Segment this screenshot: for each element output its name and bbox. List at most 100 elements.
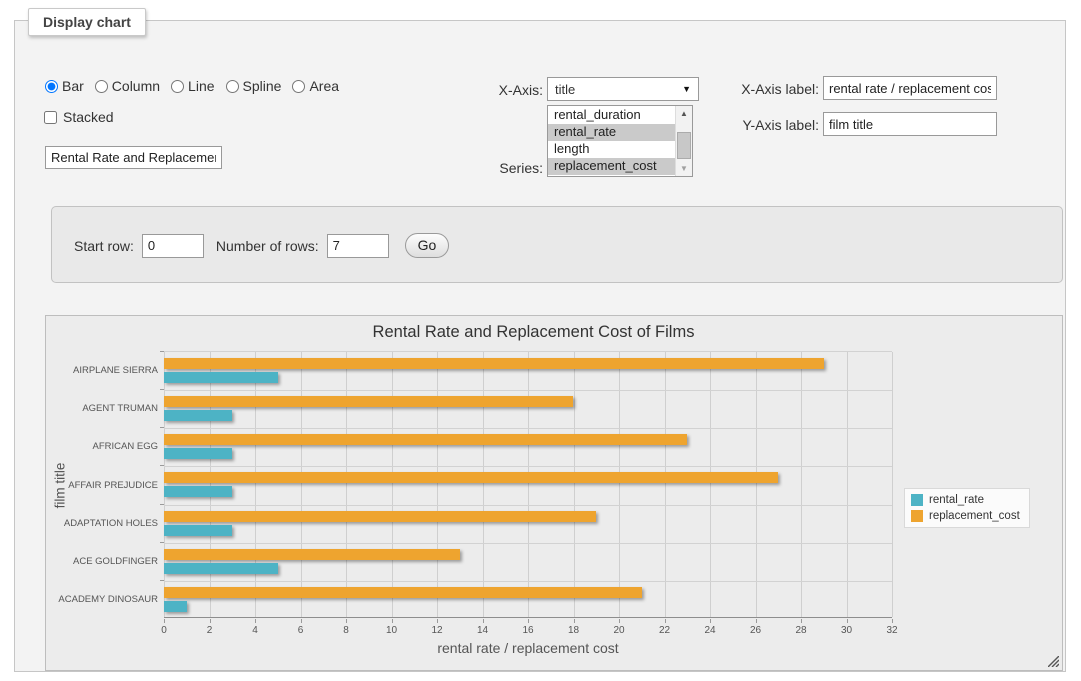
y-tick <box>160 427 164 429</box>
chart-type-option-area[interactable]: Area <box>292 78 339 94</box>
chart-type-radio[interactable] <box>45 79 58 93</box>
gridline <box>801 352 802 617</box>
bar-rental_rate <box>164 486 233 498</box>
stacked-option[interactable]: Stacked <box>44 109 114 125</box>
chart-type-option-spline[interactable]: Spline <box>225 78 281 94</box>
scroll-up-icon[interactable]: ▲ <box>680 109 688 118</box>
legend-label: rental_rate <box>929 494 984 506</box>
y-tick <box>160 465 164 467</box>
chart-type-option-column[interactable]: Column <box>94 78 161 94</box>
x-tick <box>664 619 666 623</box>
gridline <box>209 352 211 617</box>
x-tick-label: 12 <box>431 625 443 636</box>
category-label: ACADEMY DINOSAUR <box>58 593 158 605</box>
gridline <box>710 352 711 617</box>
panel-title: Display chart <box>28 8 146 36</box>
chart-title-input[interactable] <box>45 146 222 169</box>
gridline <box>755 352 757 617</box>
x-tick-label: 4 <box>252 625 258 636</box>
chart-type-radio[interactable] <box>171 79 185 93</box>
chart-type-radio[interactable] <box>94 79 108 93</box>
x-tick-label: 0 <box>161 625 167 636</box>
x-axis-select[interactable]: title ▼ <box>547 77 699 101</box>
x-tick <box>755 619 757 623</box>
x-tick <box>391 619 393 623</box>
x-axis-select-label: X-Axis: <box>498 82 543 98</box>
start-row-input[interactable] <box>141 233 204 258</box>
series-select-label: Series: <box>499 160 543 176</box>
series-listbox[interactable]: rental_duration rental_rate length replacem… <box>547 105 693 177</box>
x-tick <box>801 619 802 623</box>
chart-legend: rental_rate replacement_cost <box>904 488 1030 528</box>
gridline <box>164 390 892 392</box>
x-tick-label: 8 <box>343 625 349 636</box>
x-tick-label: 18 <box>567 625 580 636</box>
chart-type-radio[interactable] <box>225 79 239 93</box>
bar-rental_rate <box>164 410 233 422</box>
x-tick <box>619 619 620 623</box>
gridline <box>346 352 347 617</box>
x-tick <box>437 619 438 623</box>
x-axis-selected-value: title <box>555 81 576 97</box>
gridline <box>255 352 256 617</box>
plot-area <box>164 351 893 618</box>
x-tick-label: 2 <box>206 625 213 636</box>
gridline <box>573 352 575 617</box>
legend-label: replacement_cost <box>929 510 1020 522</box>
x-tick-label: 16 <box>522 625 534 636</box>
legend-item[interactable]: rental_rate <box>911 494 1020 506</box>
x-tick-label: 28 <box>795 625 807 636</box>
bar-rental_rate <box>164 600 187 612</box>
y-tick <box>160 389 164 391</box>
x-tick <box>209 619 211 623</box>
gridline <box>164 580 892 582</box>
chart-type-label: Area <box>309 78 340 94</box>
scroll-down-icon[interactable]: ▼ <box>680 164 688 173</box>
y-axis-label-input[interactable] <box>823 112 997 136</box>
x-tick <box>482 619 484 623</box>
x-axis-label-caption: X-Axis label: <box>741 81 819 97</box>
x-tick <box>300 619 302 623</box>
series-option[interactable]: rental_rate <box>548 124 675 141</box>
category-label: ADAPTATION HOLES <box>63 517 158 529</box>
chart-type-option-line[interactable]: Line <box>171 78 215 94</box>
gridline <box>164 542 892 544</box>
x-tick-label: 6 <box>297 625 304 636</box>
chart-type-label: Column <box>111 78 161 94</box>
gridline <box>164 428 892 430</box>
scrollbar-thumb[interactable] <box>677 132 691 159</box>
gridline <box>300 352 302 617</box>
y-tick <box>160 579 164 581</box>
bar-chart: Rental Rate and Replacement Cost of Film… <box>46 316 1030 670</box>
row-range-controls: Start row: Number of rows: Go <box>74 233 450 258</box>
gridline <box>391 352 393 617</box>
series-option[interactable]: length <box>554 141 590 156</box>
x-axis-label-input[interactable] <box>823 76 997 100</box>
dropdown-arrow-icon: ▼ <box>682 84 691 94</box>
bar-replacement_cost <box>164 548 460 560</box>
chart-type-label: Line <box>188 78 215 94</box>
number-of-rows-input[interactable] <box>326 233 389 258</box>
gridline <box>619 352 620 617</box>
y-tick <box>160 351 164 352</box>
chart-type-radio[interactable] <box>292 79 306 93</box>
series-option[interactable]: replacement_cost <box>548 158 675 175</box>
legend-item[interactable]: replacement_cost <box>911 510 1020 522</box>
gridline <box>892 352 893 617</box>
listbox-scrollbar[interactable]: ▲ ▼ <box>675 106 692 176</box>
chart-type-option-bar[interactable]: Bar <box>45 78 84 94</box>
legend-swatch-icon <box>911 510 923 522</box>
chart-type-label: Bar <box>62 78 84 94</box>
x-tick-label: 20 <box>613 625 625 636</box>
series-option[interactable]: rental_duration <box>554 107 641 122</box>
y-tick <box>160 503 164 505</box>
gridline <box>164 504 892 506</box>
go-button[interactable]: Go <box>404 233 450 258</box>
x-tick <box>164 619 165 623</box>
x-tick-label: 10 <box>385 625 398 636</box>
x-tick <box>573 619 575 623</box>
resize-handle-icon[interactable] <box>1048 656 1059 667</box>
stacked-checkbox[interactable] <box>44 110 57 124</box>
x-tick-label: 30 <box>840 625 853 636</box>
